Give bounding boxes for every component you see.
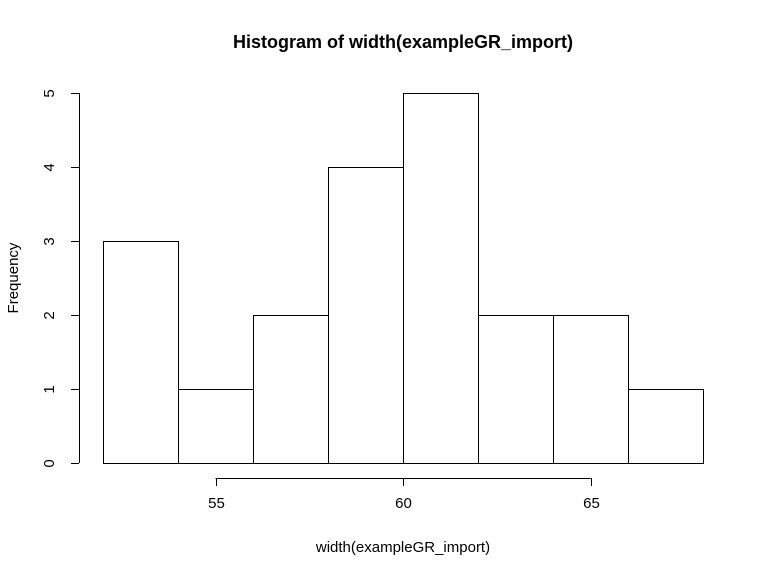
histogram-bar-56-58 [253, 315, 329, 464]
y-tick-label-3: 3 [41, 237, 58, 245]
y-axis: 0 1 2 3 4 5 [41, 89, 80, 468]
x-tick-label-65: 65 [583, 495, 600, 512]
histogram-bar-54-56 [178, 389, 254, 464]
histogram-bar-66-68 [628, 389, 704, 464]
bars-group [103, 93, 704, 464]
y-tick-label-4: 4 [41, 163, 58, 171]
histogram-bar-64-66 [553, 315, 629, 464]
y-axis-label: Frequency [5, 242, 22, 313]
x-tick-label-55: 55 [208, 495, 225, 512]
histogram-bar-62-64 [478, 315, 554, 464]
x-axis-label: width(exampleGR_import) [315, 539, 490, 556]
histogram-bar-58-60 [328, 167, 404, 464]
x-tick-label-60: 60 [395, 495, 412, 512]
histogram-bar-60-62 [403, 93, 479, 464]
y-tick-label-2: 2 [41, 311, 58, 319]
histogram-bar-52-54 [103, 241, 179, 464]
y-tick-label-5: 5 [41, 89, 58, 97]
y-tick-label-0: 0 [41, 459, 58, 467]
chart-title: Histogram of width(exampleGR_import) [233, 32, 573, 52]
y-tick-label-1: 1 [41, 385, 58, 393]
x-axis: 55 60 65 [208, 478, 600, 512]
